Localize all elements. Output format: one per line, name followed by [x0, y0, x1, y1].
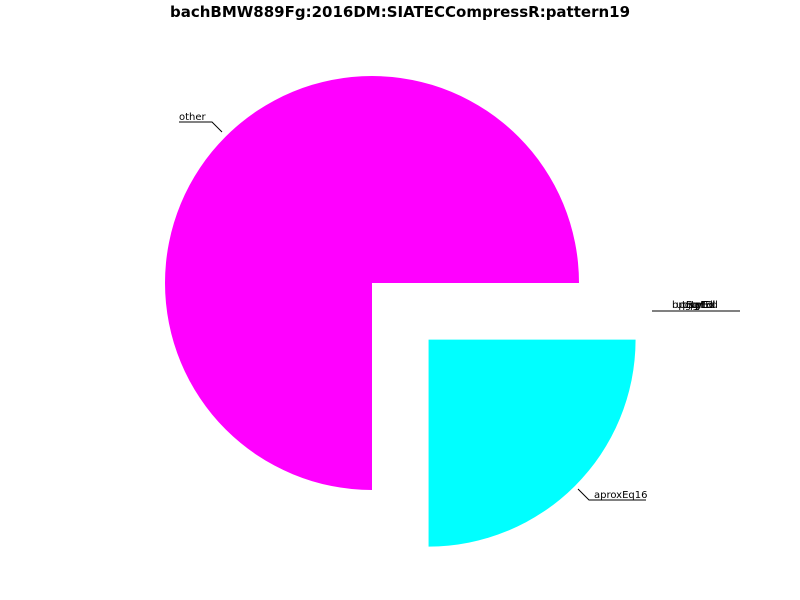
slice-label-aproxEq16: aproxEq16 — [594, 490, 648, 501]
leader-line-other — [179, 121, 223, 133]
overlap-label: tEgrEd — [682, 300, 715, 311]
pie-slice-other — [165, 76, 579, 490]
pie-slice-aproxEq16 — [428, 339, 636, 547]
overlap-label: bpgtptEd — [672, 300, 718, 311]
chart-title: bachBMW889Fg:2016DM:SIATECCompressR:patt… — [169, 3, 631, 21]
overlap-label: upsgEd — [676, 300, 713, 311]
slice-label-other: other — [179, 112, 207, 123]
pie-slices — [165, 76, 636, 547]
leader-line-aproxEq16 — [577, 488, 646, 501]
overlapping-labels-cluster: bpgtptEd upsgEd tEgrEd pyEd — [652, 300, 740, 312]
pie-labels: other aproxEq16 — [179, 112, 648, 501]
overlap-label: pyEd — [690, 300, 715, 311]
